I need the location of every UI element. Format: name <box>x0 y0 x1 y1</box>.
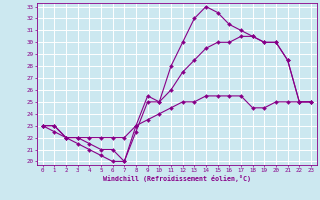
X-axis label: Windchill (Refroidissement éolien,°C): Windchill (Refroidissement éolien,°C) <box>103 175 251 182</box>
